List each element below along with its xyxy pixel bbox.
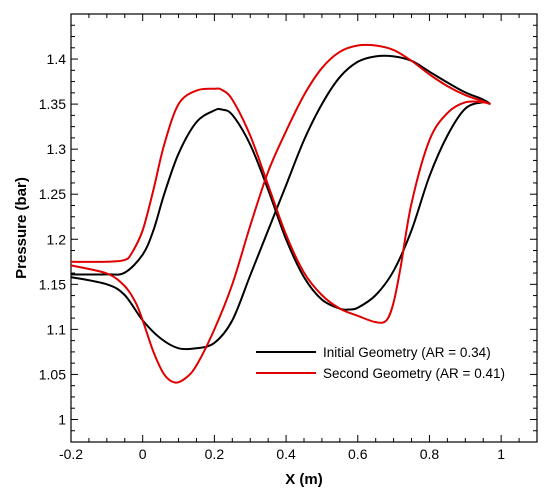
y-tick-label: 1.05	[39, 366, 66, 382]
y-axis-label: Pressure (bar)	[13, 177, 30, 279]
x-tick-label: 0.2	[205, 446, 225, 462]
series-line-second-geometry-upper	[70, 87, 491, 324]
x-tick-label: 0.4	[276, 446, 296, 462]
legend: Initial Geometry (AR = 0.34) Second Geom…	[256, 345, 505, 381]
x-tick-label: 0	[139, 446, 147, 462]
y-tick-label: 1.35	[39, 96, 66, 112]
y-tick-label: 1.15	[39, 276, 66, 292]
y-tick-label: 1.1	[47, 321, 67, 337]
y-tick-label: 1.25	[39, 186, 66, 202]
x-tick-label: -0.2	[59, 446, 83, 462]
y-tick-label: 1.3	[47, 141, 67, 157]
series-line-second-geometry-lower	[70, 43, 491, 384]
series-line-initial-geometry-lower	[70, 54, 491, 351]
legend-label-second-geometry: Second Geometry (AR = 0.41)	[323, 366, 505, 381]
series-layer	[70, 43, 491, 384]
y-tick-label: 1.4	[47, 51, 67, 67]
x-axis-label: X (m)	[285, 471, 323, 488]
x-tick-label: 0.6	[348, 446, 368, 462]
y-tick-label: 1	[58, 411, 66, 427]
plot-axes: -0.2 0 0.2 0.4 0.6 0.8 1 1 1.05 1.1 1.15 1.2 1.25 1.3…	[39, 13, 538, 462]
series-line-initial-geometry-upper	[70, 101, 491, 311]
y-tick-label: 1.2	[47, 231, 67, 247]
x-tick-label: 1	[497, 446, 505, 462]
legend-label-initial-geometry: Initial Geometry (AR = 0.34)	[323, 345, 491, 360]
x-tick-label: 0.8	[420, 446, 440, 462]
